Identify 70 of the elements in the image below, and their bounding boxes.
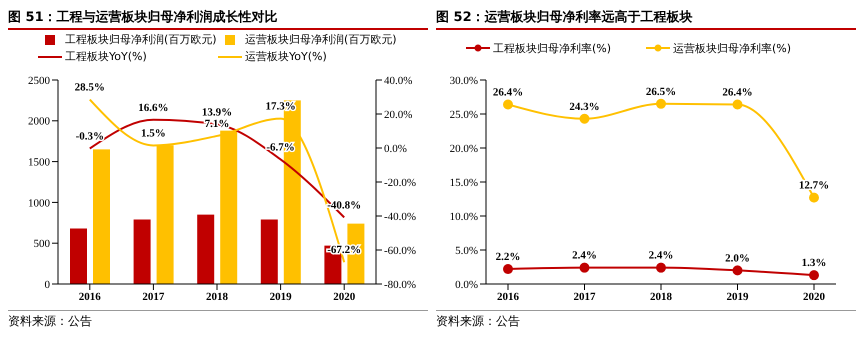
y2-tick-label: -40.0% <box>384 210 416 223</box>
y-tick-label: 25.0% <box>450 108 478 121</box>
point <box>503 99 513 110</box>
data-label: -67.2% <box>327 244 362 256</box>
text: 资料来源：公告 <box>8 310 428 330</box>
bar <box>70 228 87 284</box>
y-tick-label: 10.0% <box>450 210 478 223</box>
legend-label: 运营板块归母净利润(百万欧元) <box>245 32 397 47</box>
data-label: 13.9% <box>202 106 232 118</box>
point <box>656 262 666 273</box>
data-label: 24.3% <box>569 100 600 113</box>
point <box>809 192 819 203</box>
point <box>809 270 819 280</box>
legend-label: 工程板块归母净利率(%) <box>493 40 612 56</box>
point <box>732 265 742 276</box>
point <box>580 262 590 273</box>
x-tick-label: 2019 <box>270 290 292 303</box>
chart-title: 图 52：运营板块归母净利率远高于工程板块 <box>436 8 856 30</box>
y2-tick-label: -20.0% <box>384 176 416 189</box>
data-label: 1.3% <box>802 257 826 270</box>
bar <box>93 149 110 284</box>
x-tick-label: 2016 <box>78 290 102 303</box>
data-label: 28.5% <box>74 82 105 94</box>
x-tick-label: 2017 <box>142 290 165 303</box>
point <box>656 98 666 109</box>
y-tick-label: 2000 <box>28 116 50 128</box>
y-tick-label: 20.0% <box>450 142 478 155</box>
data-label: 2.2% <box>496 251 520 264</box>
data-label: 2.0% <box>725 252 750 264</box>
y2-tick-label: -80.0% <box>384 278 416 291</box>
x-tick-label: 2020 <box>333 290 356 303</box>
y2-tick-label: 0.0% <box>384 142 407 155</box>
data-label: 26.4% <box>492 86 524 98</box>
legend-label: 工程板块归母净利润(百万欧元) <box>65 32 217 47</box>
x-tick-label: 2018 <box>206 290 228 303</box>
bar <box>134 220 151 284</box>
text: 资料来源：公告 <box>436 310 856 330</box>
bar <box>197 214 214 284</box>
point <box>503 264 513 274</box>
y-tick-label: 15.0% <box>450 176 478 189</box>
y-tick-label: 2500 <box>28 74 50 87</box>
x-tick-label: 2019 <box>726 290 749 303</box>
data-label: 2.4% <box>572 250 597 262</box>
y-tick-label: 0 <box>44 278 50 291</box>
x-tick-label: 2018 <box>650 290 672 303</box>
point <box>580 114 590 124</box>
legend-label: 运营板块归母净利率(%) <box>673 40 792 56</box>
data-label: -0.3% <box>76 130 104 143</box>
y2-tick-label: -60.0% <box>384 244 416 257</box>
y-tick-label: 5.0% <box>455 244 478 257</box>
bar <box>260 220 278 284</box>
chart-title: 图 51：工程与运营板块归母净利润成长性对比 <box>8 8 428 30</box>
data-label: 16.6% <box>138 102 169 114</box>
x-tick-label: 2020 <box>803 290 826 303</box>
y-tick-label: 500 <box>34 238 50 250</box>
y2-tick-label: 20.0% <box>384 108 412 121</box>
y-tick-label: 0.0% <box>455 278 478 291</box>
y-tick-label: 30.0% <box>450 74 478 87</box>
x-tick-label: 2017 <box>574 290 596 303</box>
data-label: 26.4% <box>722 86 753 98</box>
legend-label: 运营板块YoY(%) <box>245 49 327 64</box>
data-label: 1.5% <box>141 127 166 140</box>
data-label: 26.5% <box>646 86 676 98</box>
data-label: 2.4% <box>648 250 674 262</box>
point <box>732 99 742 110</box>
y2-tick-label: 40.0% <box>384 74 412 87</box>
y-tick-label: 1000 <box>28 197 50 210</box>
y-tick-label: 1500 <box>28 156 50 169</box>
x-tick-label: 2016 <box>497 290 520 303</box>
legend-label: 工程板块YoY(%) <box>65 49 147 64</box>
